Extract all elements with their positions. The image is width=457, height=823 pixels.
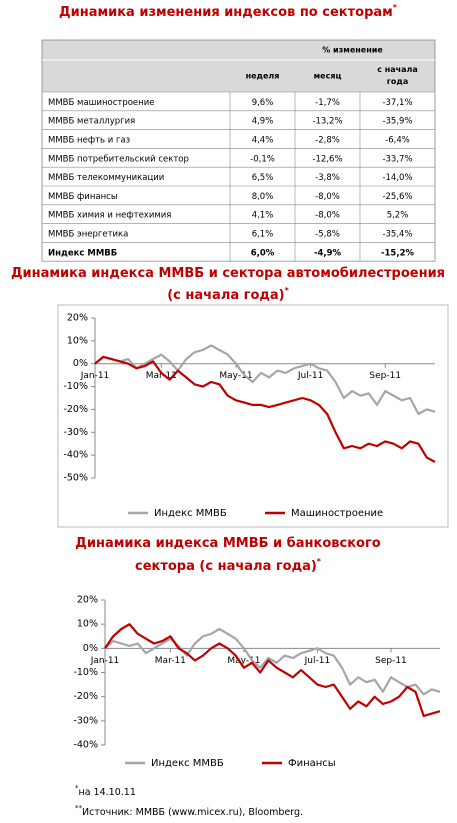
y-tick-label: -50% — [63, 473, 88, 484]
table-row-label: Индекс ММВБ — [48, 248, 117, 258]
chart-title-line: Динамика индекса ММВБ и сектора автомоби… — [11, 266, 445, 281]
y-tick-label: 0% — [83, 643, 98, 654]
y-tick-label: 10% — [77, 619, 98, 630]
x-tick-label: May-11 — [219, 371, 252, 381]
table-row-label: ММВБ машиностроение — [48, 98, 154, 108]
table-cell: -1,7% — [315, 98, 340, 108]
legend-label: Машиностроение — [291, 508, 383, 519]
x-tick-label: Jan-11 — [90, 656, 120, 666]
table-cell: -33,7% — [382, 154, 412, 164]
chart-title: (с начала года)* — [167, 286, 289, 303]
table-column-header: с начала года — [377, 65, 418, 86]
table-column-header-line: года — [387, 77, 409, 86]
table-row-label: ММВБ нефть и газ — [48, 136, 131, 146]
table-row-label: ММВБ финансы — [48, 192, 118, 202]
table-column-header-line: с начала — [377, 65, 418, 74]
legend-label: Индекс ММВБ — [151, 758, 224, 769]
data-line — [104, 623, 441, 718]
x-tick-label: Sep-11 — [375, 656, 407, 666]
x-tick-label: Mar-11 — [146, 371, 177, 381]
x-tick-label: Jan-11 — [80, 371, 110, 381]
x-tick-label: Mar-11 — [155, 656, 186, 666]
table-cell: 8,0% — [252, 192, 274, 202]
y-tick-label: -10% — [63, 381, 88, 392]
y-tick-label: -30% — [73, 715, 98, 726]
title-text: Динамика изменения индексов по секторам — [59, 5, 393, 20]
y-tick-label: -20% — [73, 691, 98, 702]
footnote: **Источник: ММВБ (www.micex.ru), Bloombe… — [75, 804, 303, 818]
y-tick-label: -10% — [73, 667, 98, 678]
y-tick-label: -40% — [73, 740, 98, 751]
table-border — [41, 39, 436, 262]
table-cell: -25,6% — [382, 192, 412, 202]
table-cell: 4,1% — [252, 211, 274, 221]
chart-title-line: (с начала года) — [167, 288, 284, 303]
footnote-text: на 14.10.11 — [79, 787, 136, 798]
title-note: * — [393, 3, 398, 12]
footnote-text: Источник: ММВБ (www.micex.ru), Bloomberg… — [82, 807, 303, 818]
table-cell: 4,9% — [252, 117, 274, 127]
chart-frame — [57, 304, 449, 528]
y-tick-label: -40% — [63, 450, 88, 461]
y-tick-label: 20% — [77, 595, 98, 606]
footnote-mark: ** — [75, 804, 83, 812]
table-cell: -0,1% — [250, 154, 275, 164]
data-line — [94, 344, 436, 416]
page-title: Динамика изменения индексов по секторам* — [59, 3, 398, 20]
table-column-header: месяц — [314, 72, 342, 81]
table-cell: 6,5% — [252, 173, 274, 183]
y-tick-label: 0% — [73, 358, 88, 369]
table-header-bg — [42, 40, 435, 92]
table-cell: 4,4% — [252, 136, 274, 146]
table-cell: -4,9% — [314, 248, 342, 258]
title-note: * — [317, 557, 322, 566]
chart-title-line: сектора (с начала года) — [135, 559, 317, 574]
x-tick-label: Sep-11 — [369, 371, 401, 381]
y-tick-label: 10% — [67, 335, 88, 346]
table-cell: -5,8% — [315, 230, 340, 240]
table-cell: -13,2% — [312, 117, 342, 127]
table-group-header: % изменение — [322, 46, 383, 55]
footnote-mark: * — [75, 784, 79, 792]
table-row-label: ММВБ металлургия — [48, 117, 135, 127]
x-tick-label: May-11 — [227, 656, 260, 666]
legend-label: Финансы — [288, 758, 336, 769]
table-row-label: ММВБ телекоммуникации — [48, 173, 164, 183]
x-tick-label: Jul-11 — [297, 371, 324, 381]
table-row-label: ММВБ энергетика — [48, 230, 128, 240]
table-cell: -8,0% — [315, 192, 340, 202]
table-cell: -2,8% — [315, 136, 340, 146]
y-tick-label: -20% — [63, 404, 88, 415]
y-tick-label: 20% — [67, 313, 88, 324]
x-tick-label: Jul-11 — [304, 656, 331, 666]
legend-label: Индекс ММВБ — [154, 508, 227, 519]
chart-title: сектора (с начала года)* — [135, 557, 322, 574]
table-cell: 6,1% — [252, 230, 274, 240]
y-tick-label: -30% — [63, 427, 88, 438]
table-row-label: ММВБ потребительский сектор — [48, 154, 189, 164]
table-cell: -15,2% — [381, 248, 414, 258]
data-line — [104, 627, 441, 696]
table-cell: -6,4% — [385, 136, 410, 146]
table-cell: -37,1% — [382, 98, 412, 108]
table-cell: 6,0% — [251, 248, 275, 258]
table-cell: -3,8% — [315, 173, 340, 183]
table-cell: -35,9% — [382, 117, 412, 127]
chart-title: Динамика индекса ММВБ и сектора автомоби… — [11, 266, 445, 281]
table-cell: -14,0% — [382, 173, 412, 183]
table-cell: -8,0% — [315, 211, 340, 221]
chart-title-line: Динамика индекса ММВБ и банковского — [75, 536, 380, 551]
chart-title: Динамика индекса ММВБ и банковского — [75, 536, 380, 551]
table-cell: 5,2% — [387, 211, 409, 221]
table-cell: 9,6% — [252, 98, 274, 108]
footnote: *на 14.10.11 — [75, 784, 136, 798]
data-line — [94, 355, 436, 463]
table-cell: -35,4% — [382, 230, 412, 240]
table-cell: -12,6% — [312, 154, 342, 164]
table-row-label: ММВБ химия и нефтехимия — [48, 211, 171, 221]
title-note: * — [285, 286, 290, 295]
table-column-header: неделя — [246, 72, 280, 81]
